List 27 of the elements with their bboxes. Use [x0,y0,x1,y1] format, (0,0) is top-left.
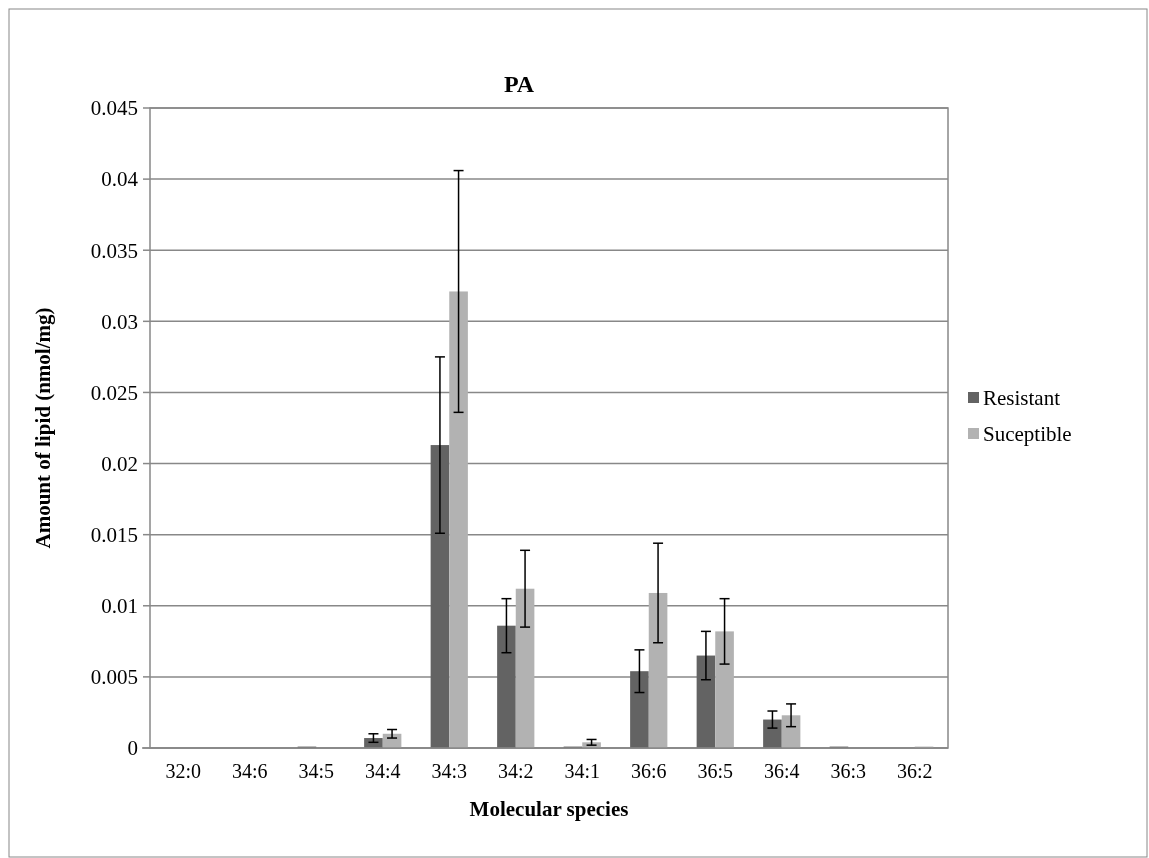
x-tick-label: 36:6 [630,760,667,782]
chart-title: PA [503,71,535,97]
x-tick-label: 32:0 [165,760,202,782]
y-tick-label: 0.035 [90,238,138,263]
x-tick-label: 34:2 [497,760,534,782]
x-tick-label: 34:1 [564,760,601,782]
x-tick-label: 34:6 [231,760,268,782]
x-tick-label: 36:5 [697,760,734,782]
x-tick-label: 34:4 [364,760,401,782]
y-tick-label: 0.02 [101,451,138,476]
y-tick-label: 0.005 [90,665,138,690]
x-tick-label: 36:2 [896,760,933,782]
y-tick-label: 0.03 [101,309,138,334]
y-tick-label: 0.01 [101,594,138,619]
y-tick-label: 0.045 [90,96,138,121]
y-tick-label: 0.04 [101,167,139,192]
x-tick-label: 36:3 [830,760,867,782]
x-tick-label: 36:4 [763,760,800,782]
y-tick-label: 0.025 [90,380,138,405]
x-axis-title: Molecular species [469,797,629,821]
legend-label: Resistant [983,386,1061,411]
y-tick-label: 0.015 [90,523,138,548]
y-axis-title: Amount of lipid (nmol/mg) [31,307,55,549]
y-tick-label: 0 [127,736,138,761]
legend-label: Suceptible [983,422,1072,447]
x-tick-label: 34:5 [298,760,335,782]
x-tick-label: 34:3 [431,760,468,782]
